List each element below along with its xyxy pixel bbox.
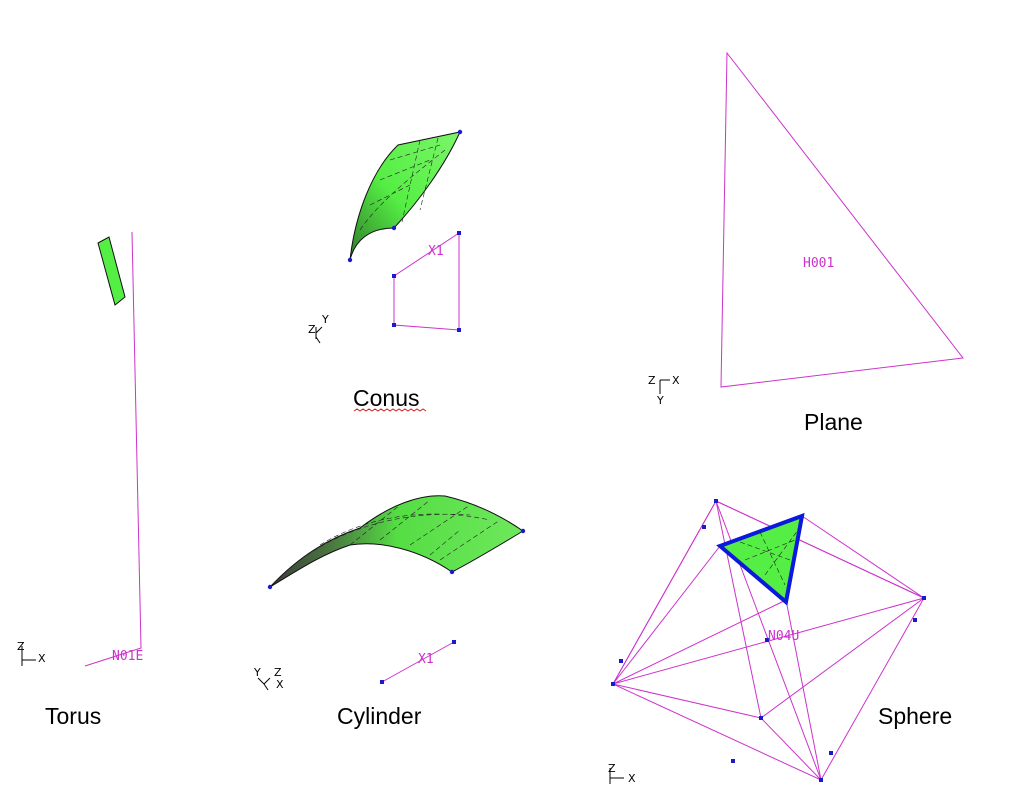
svg-text:X: X (628, 772, 636, 785)
svg-text:Z: Z (274, 666, 282, 679)
torus-wire-curve[interactable] (84, 231, 142, 667)
svg-text:X: X (672, 374, 680, 387)
cylinder-curve-label: X1 (418, 652, 434, 667)
svg-text:X: X (38, 652, 46, 665)
torus-caption: Torus (45, 703, 101, 729)
sphere-curve-label: N04U (768, 629, 799, 644)
sphere-surface-patch[interactable] (716, 512, 805, 606)
cylinder-surface[interactable] (269, 495, 524, 588)
plane-wire-triangle[interactable] (720, 51, 964, 388)
svg-text:Y: Y (253, 666, 261, 679)
torus-view: N01E Z X Torus (17, 231, 143, 729)
svg-text:Z: Z (648, 374, 656, 387)
svg-text:Y: Y (656, 394, 664, 407)
cylinder-mesh-lines (299, 499, 501, 561)
svg-text:X: X (276, 678, 284, 691)
sphere-view: N04U Z X Sphere (608, 499, 952, 785)
cylinder-axis-triad: Y Z X (253, 666, 284, 691)
conus-axis-triad: Z Y (308, 313, 329, 344)
torus-surface-patch[interactable] (97, 236, 126, 306)
conus-caption: Conus (353, 385, 419, 411)
torus-curve-label: N01E (112, 649, 143, 664)
plane-axis-triad: Z X Y (648, 374, 680, 407)
conus-surface[interactable] (349, 131, 461, 261)
conus-spellcheck-underline (353, 408, 427, 412)
plane-caption: Plane (804, 409, 863, 435)
conus-curve-label: X1 (428, 244, 444, 259)
svg-text:Y: Y (321, 313, 329, 326)
cylinder-wire-line[interactable] (381, 641, 455, 683)
plane-view: H001 Z X Y Plane (648, 51, 964, 435)
svg-text:Z: Z (608, 762, 616, 775)
cylinder-caption: Cylinder (337, 703, 422, 729)
conus-mesh-lines (359, 137, 446, 231)
conus-wire-quad[interactable] (393, 232, 460, 331)
svg-text:Z: Z (308, 323, 316, 336)
torus-axis-triad: Z X (17, 640, 46, 666)
conus-view: X1 Z Y Conus (308, 129, 463, 412)
sphere-mesh-lines (739, 529, 799, 586)
cylinder-view: X1 Y Z X Cylinder (253, 495, 526, 729)
svg-text:Z: Z (17, 640, 25, 653)
sphere-axis-triad: Z X (608, 762, 636, 785)
sphere-caption: Sphere (878, 703, 952, 729)
plane-curve-label: H001 (803, 256, 834, 271)
